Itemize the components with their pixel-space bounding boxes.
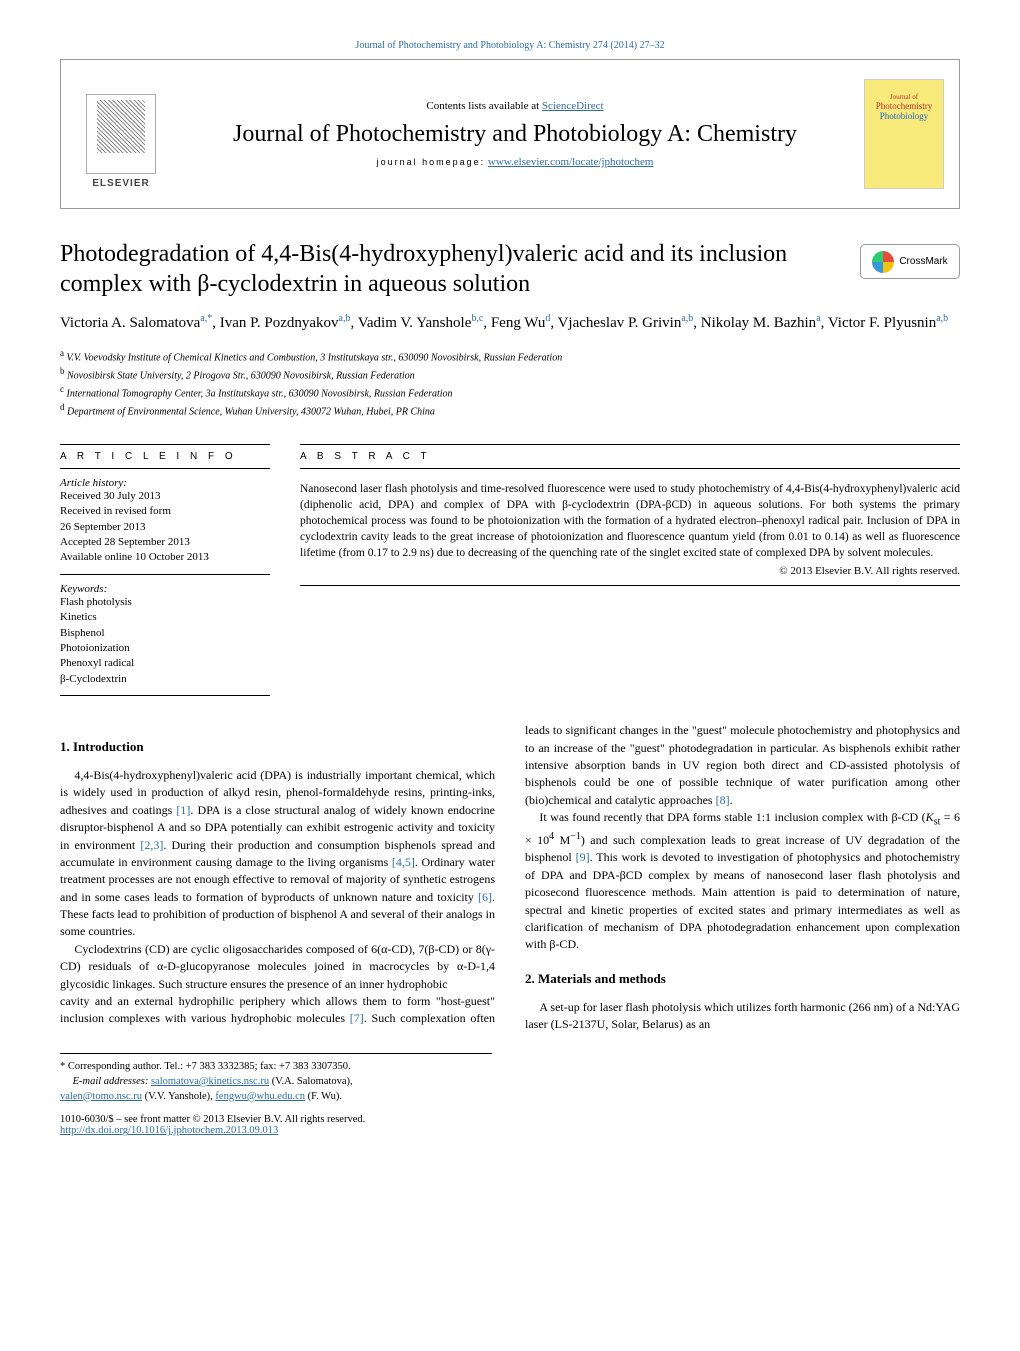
abstract-heading: A B S T R A C T xyxy=(300,451,960,462)
article-info-panel: A R T I C L E I N F O Article history: R… xyxy=(60,438,270,702)
cover-line-2: Photochemistry xyxy=(868,101,940,111)
intro-para-1: 4,4-Bis(4-hydroxyphenyl)valeric acid (DP… xyxy=(60,767,495,941)
materials-heading: 2. Materials and methods xyxy=(525,970,960,989)
abstract-panel: A B S T R A C T Nanosecond laser flash p… xyxy=(300,438,960,702)
history-label: Article history: xyxy=(60,477,270,489)
cover-line-1: Journal of xyxy=(868,93,940,101)
contents-prefix: Contents lists available at xyxy=(426,100,539,112)
journal-cover-icon: Journal of Photochemistry Photobiology xyxy=(864,79,944,189)
authors-list: Victoria A. Salomatovaa,*, Ivan P. Pozdn… xyxy=(60,311,960,335)
ref-4-5[interactable]: [4,5] xyxy=(392,855,415,869)
ref-8[interactable]: [8] xyxy=(716,793,730,807)
email-addresses: E-mail addresses: salomatova@kinetics.ns… xyxy=(60,1075,492,1104)
doi-link[interactable]: http://dx.doi.org/10.1016/j.jphotochem.2… xyxy=(60,1125,278,1136)
ref-1[interactable]: [1] xyxy=(176,803,190,817)
homepage-link[interactable]: www.elsevier.com/locate/jphotochem xyxy=(488,156,653,168)
intro-para-4: It was found recently that DPA forms sta… xyxy=(525,809,960,954)
journal-title: Journal of Photochemistry and Photobiolo… xyxy=(176,120,854,149)
article-info-heading: A R T I C L E I N F O xyxy=(60,451,270,462)
body-columns: 1. Introduction 4,4-Bis(4-hydroxyphenyl)… xyxy=(60,722,960,1033)
article-title: Photodegradation of 4,4-Bis(4-hydroxyphe… xyxy=(60,239,840,299)
intro-heading: 1. Introduction xyxy=(60,738,495,757)
affiliations: a V.V. Voevodsky Institute of Chemical K… xyxy=(60,347,960,420)
corresponding-author: * Corresponding author. Tel.: +7 383 333… xyxy=(60,1060,492,1075)
ref-2-3[interactable]: [2,3] xyxy=(140,838,163,852)
keywords-body: Flash photolysisKineticsBisphenolPhotoio… xyxy=(60,595,270,687)
intro-para-2: Cyclodextrins (CD) are cyclic oligosacch… xyxy=(60,941,495,993)
email-link-3[interactable]: fengwu@whu.edu.cn xyxy=(215,1091,305,1102)
email-link-1[interactable]: salomatova@kinetics.nsc.ru xyxy=(151,1076,269,1087)
bottom-meta: 1010-6030/$ – see front matter © 2013 El… xyxy=(60,1114,492,1136)
materials-para-1: A set-up for laser flash photolysis whic… xyxy=(525,999,960,1034)
issn-line: 1010-6030/$ – see front matter © 2013 El… xyxy=(60,1114,492,1125)
journal-homepage: journal homepage: www.elsevier.com/locat… xyxy=(176,156,854,168)
abstract-text: Nanosecond laser flash photolysis and ti… xyxy=(300,481,960,561)
history-body: Received 30 July 2013Received in revised… xyxy=(60,489,270,566)
sciencedirect-link[interactable]: ScienceDirect xyxy=(542,100,604,112)
keywords-label: Keywords: xyxy=(60,583,270,595)
journal-header: ELSEVIER Contents lists available at Sci… xyxy=(60,59,960,209)
cover-line-3: Photobiology xyxy=(868,111,940,121)
ref-6[interactable]: [6] xyxy=(478,890,492,904)
email-link-2[interactable]: valen@tomo.nsc.ru xyxy=(60,1091,142,1102)
copyright-line: © 2013 Elsevier B.V. All rights reserved… xyxy=(300,565,960,577)
crossmark-icon xyxy=(872,251,894,273)
contents-line: Contents lists available at ScienceDirec… xyxy=(176,100,854,112)
elsevier-logo[interactable]: ELSEVIER xyxy=(76,79,166,189)
homepage-label: journal homepage: xyxy=(377,157,486,167)
crossmark-button[interactable]: CrossMark xyxy=(860,244,960,279)
elsevier-tree-icon xyxy=(86,94,156,174)
journal-citation[interactable]: Journal of Photochemistry and Photobiolo… xyxy=(60,40,960,51)
footnote-box: * Corresponding author. Tel.: +7 383 333… xyxy=(60,1053,492,1104)
ref-9[interactable]: [9] xyxy=(576,850,590,864)
ref-7[interactable]: [7] xyxy=(350,1011,364,1025)
crossmark-label: CrossMark xyxy=(899,256,947,267)
publisher-name: ELSEVIER xyxy=(92,178,149,189)
